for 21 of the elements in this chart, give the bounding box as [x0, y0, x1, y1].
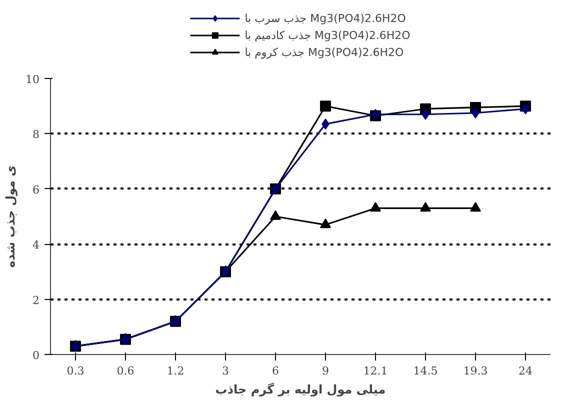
x-tick-label: 19.3: [463, 364, 488, 378]
x-axis-title: میلی مول اولیه بر گرم جاذب: [215, 382, 386, 396]
x-tick-label: 6: [272, 364, 279, 378]
legend-label: جذب سرب با Mg3(PO4)2.6H2O: [244, 12, 406, 24]
y-tick-label: 6: [32, 183, 40, 196]
y-tick-label: 4: [32, 238, 40, 252]
y-tick-label: 2: [32, 294, 40, 307]
x-tick-label: 12.1: [363, 364, 388, 378]
x-tick-label: 24: [518, 364, 532, 378]
x-tick-label: 9: [322, 364, 329, 378]
legend-label: جذب کروم با Mg3(PO4)2.6H2O: [244, 46, 404, 58]
x-tick-label: 3: [222, 364, 229, 378]
y-tick-label: 8: [32, 128, 40, 142]
y-tick-label: 0: [32, 349, 40, 362]
legend-label: جذب کادمیم با Mg3(PO4)2.6H2O: [244, 28, 410, 42]
x-tick-label: 1.2: [166, 364, 184, 378]
x-tick-label: 0.3: [66, 364, 84, 378]
y-tick-label: 10: [26, 73, 40, 86]
y-axis-title: ی مول جذب شده: [4, 165, 18, 268]
x-tick-label: 14.5: [413, 364, 438, 378]
x-tick-label: 0.6: [116, 364, 134, 378]
